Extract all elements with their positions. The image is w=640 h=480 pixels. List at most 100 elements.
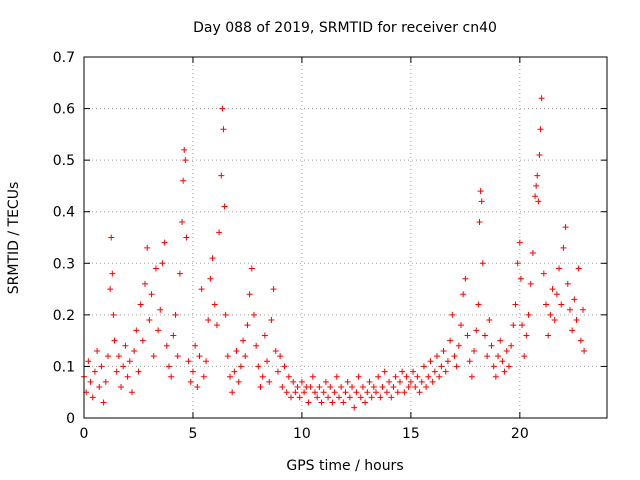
data-point bbox=[405, 384, 412, 391]
data-point bbox=[182, 157, 189, 164]
data-point bbox=[473, 327, 480, 334]
data-point bbox=[366, 378, 373, 385]
data-point bbox=[187, 378, 194, 385]
x-tick-label: 10 bbox=[293, 426, 311, 442]
data-point bbox=[436, 373, 443, 380]
data-point bbox=[333, 373, 340, 380]
data-point bbox=[292, 389, 299, 396]
x-tick-label: 5 bbox=[188, 426, 197, 442]
data-point bbox=[440, 347, 447, 354]
data-point bbox=[94, 347, 101, 354]
data-point bbox=[227, 373, 234, 380]
data-point bbox=[581, 347, 588, 354]
data-point bbox=[100, 399, 107, 406]
data-point bbox=[111, 337, 118, 344]
data-point bbox=[218, 172, 225, 179]
data-point bbox=[281, 363, 288, 370]
data-point bbox=[503, 347, 510, 354]
data-point bbox=[575, 265, 582, 272]
y-tick-label: 0.3 bbox=[53, 256, 75, 272]
data-point bbox=[268, 317, 275, 324]
data-point bbox=[290, 378, 297, 385]
data-point bbox=[237, 363, 244, 370]
data-point bbox=[327, 384, 334, 391]
data-point bbox=[476, 219, 483, 226]
data-point bbox=[325, 394, 332, 401]
data-point bbox=[183, 234, 190, 241]
data-point bbox=[242, 353, 249, 360]
data-point bbox=[257, 384, 264, 391]
data-point bbox=[460, 291, 467, 298]
data-point bbox=[431, 368, 438, 375]
data-point bbox=[176, 270, 183, 277]
data-point bbox=[418, 378, 425, 385]
data-point bbox=[377, 394, 384, 401]
data-point bbox=[394, 389, 401, 396]
data-point bbox=[573, 317, 580, 324]
data-point bbox=[126, 358, 133, 365]
data-point bbox=[523, 332, 530, 339]
y-tick-label: 0.6 bbox=[53, 102, 75, 118]
data-point bbox=[135, 368, 142, 375]
x-tick-label: 0 bbox=[80, 426, 89, 442]
data-point bbox=[142, 280, 149, 287]
data-point bbox=[174, 353, 181, 360]
data-point bbox=[259, 373, 266, 380]
data-point bbox=[233, 347, 240, 354]
data-point bbox=[453, 363, 460, 370]
data-point bbox=[342, 389, 349, 396]
data-point bbox=[283, 389, 290, 396]
data-point bbox=[517, 275, 524, 282]
data-point bbox=[412, 384, 419, 391]
data-point bbox=[499, 358, 506, 365]
y-tick-label: 0.7 bbox=[53, 50, 75, 66]
x-tick-label: 15 bbox=[402, 426, 420, 442]
data-point bbox=[519, 322, 526, 329]
data-point bbox=[537, 126, 544, 133]
data-point bbox=[564, 280, 571, 287]
data-point bbox=[434, 353, 441, 360]
data-point bbox=[89, 394, 96, 401]
data-point bbox=[329, 399, 336, 406]
data-point bbox=[311, 389, 318, 396]
data-point bbox=[451, 353, 458, 360]
data-point bbox=[529, 249, 536, 256]
data-point bbox=[492, 373, 499, 380]
data-point bbox=[547, 311, 554, 318]
data-point bbox=[553, 291, 560, 298]
data-point bbox=[479, 260, 486, 267]
data-point bbox=[124, 373, 131, 380]
data-point bbox=[298, 378, 305, 385]
data-point bbox=[386, 378, 393, 385]
gridlines bbox=[84, 57, 607, 418]
data-point bbox=[270, 286, 277, 293]
data-point bbox=[209, 255, 216, 262]
data-point bbox=[144, 244, 151, 251]
data-point bbox=[478, 198, 485, 205]
data-point bbox=[516, 239, 523, 246]
data-point bbox=[396, 378, 403, 385]
data-point bbox=[266, 378, 273, 385]
data-point bbox=[248, 265, 255, 272]
data-point bbox=[535, 198, 542, 205]
data-point bbox=[457, 322, 464, 329]
data-point bbox=[244, 322, 251, 329]
data-point bbox=[427, 358, 434, 365]
data-point bbox=[540, 270, 547, 277]
data-point bbox=[272, 347, 279, 354]
data-point bbox=[351, 404, 358, 411]
data-point bbox=[207, 275, 214, 282]
data-point bbox=[98, 363, 105, 370]
data-point bbox=[447, 337, 454, 344]
data-point bbox=[464, 332, 471, 339]
data-point bbox=[148, 291, 155, 298]
data-point bbox=[307, 384, 314, 391]
data-point bbox=[383, 389, 390, 396]
data-point bbox=[250, 311, 257, 318]
data-point bbox=[113, 368, 120, 375]
data-point bbox=[495, 353, 502, 360]
data-point bbox=[159, 260, 166, 267]
data-point bbox=[181, 146, 188, 153]
data-point bbox=[170, 332, 177, 339]
